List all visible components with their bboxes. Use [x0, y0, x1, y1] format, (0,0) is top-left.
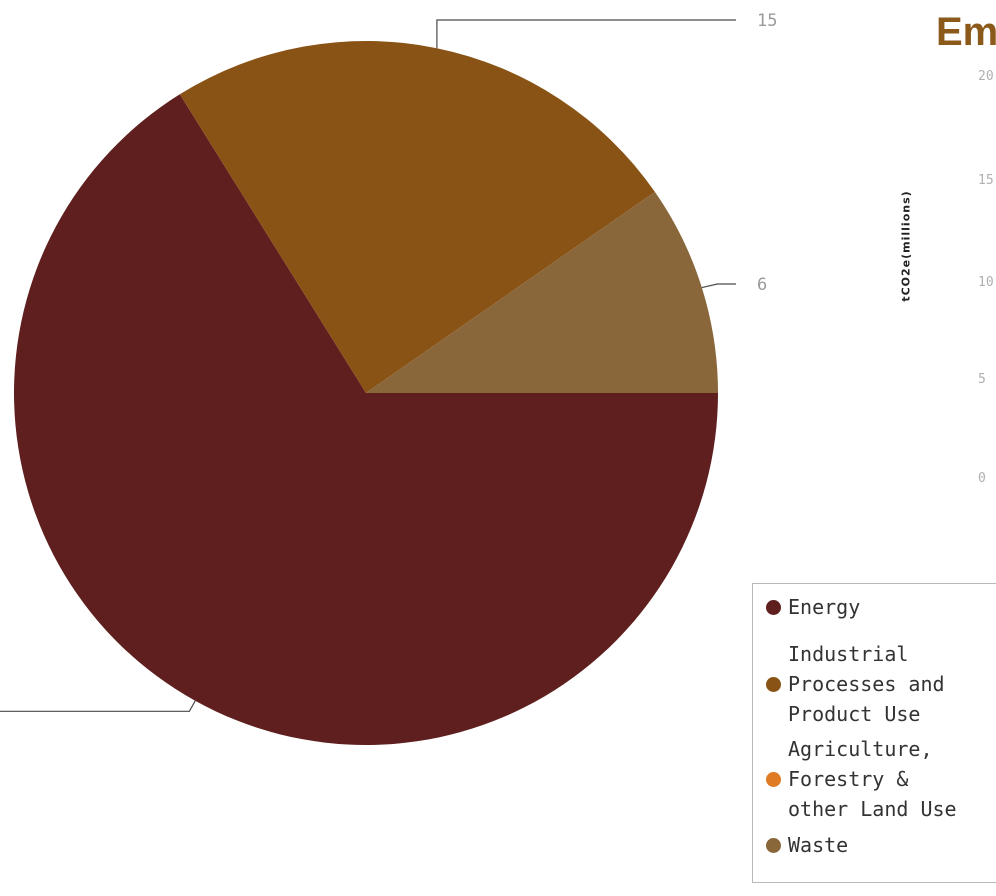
- legend-swatch-energy: [766, 599, 781, 615]
- legend-swatch-waste: [766, 837, 781, 853]
- y-tick-label-20: 20: [978, 69, 994, 84]
- leader-line-waste: [701, 283, 736, 289]
- bar-chart-y-axis-label: tCO2e(millions): [899, 190, 913, 302]
- pie-data-label-industrial-processes-and-product-use: 15: [757, 11, 777, 31]
- legend-swatch-agriculture-forestry: [766, 771, 781, 787]
- pie-data-label-waste: 6: [757, 275, 767, 295]
- y-tick-label-5: 5: [978, 372, 986, 387]
- y-tick-label-0: 0: [978, 471, 986, 486]
- chart-legend: Energy Industrial Processes and Product …: [752, 583, 996, 883]
- legend-swatch-industrial-processes: [766, 676, 781, 692]
- bar-chart-title: Em: [936, 10, 996, 54]
- legend-item-energy[interactable]: Energy: [753, 592, 860, 622]
- legend-item-industrial-processes[interactable]: Industrial Processes and Product Use: [753, 639, 945, 729]
- legend-label-waste: Waste: [788, 833, 849, 857]
- legend-item-agriculture-forestry[interactable]: Agriculture, Forestry & other Land Use: [753, 734, 957, 824]
- legend-label-industrial-processes: Industrial Processes and Product Use: [788, 642, 945, 726]
- pie-slice-waste[interactable]: [366, 191, 718, 393]
- pie-slice-industrial-processes-and-product-use[interactable]: [179, 40, 655, 394]
- leader-line-industrial-processes-and-product-use: [436, 19, 736, 49]
- legend-label-energy: Energy: [788, 595, 861, 619]
- legend-item-waste[interactable]: Waste: [753, 830, 848, 860]
- legend-label-agriculture-forestry: Agriculture, Forestry & other Land Use: [788, 737, 957, 821]
- pie-slice-energy[interactable]: [13, 94, 719, 745]
- y-tick-label-10: 10: [978, 275, 994, 290]
- y-tick-label-15: 15: [978, 173, 994, 188]
- leader-line-energy: [0, 700, 196, 712]
